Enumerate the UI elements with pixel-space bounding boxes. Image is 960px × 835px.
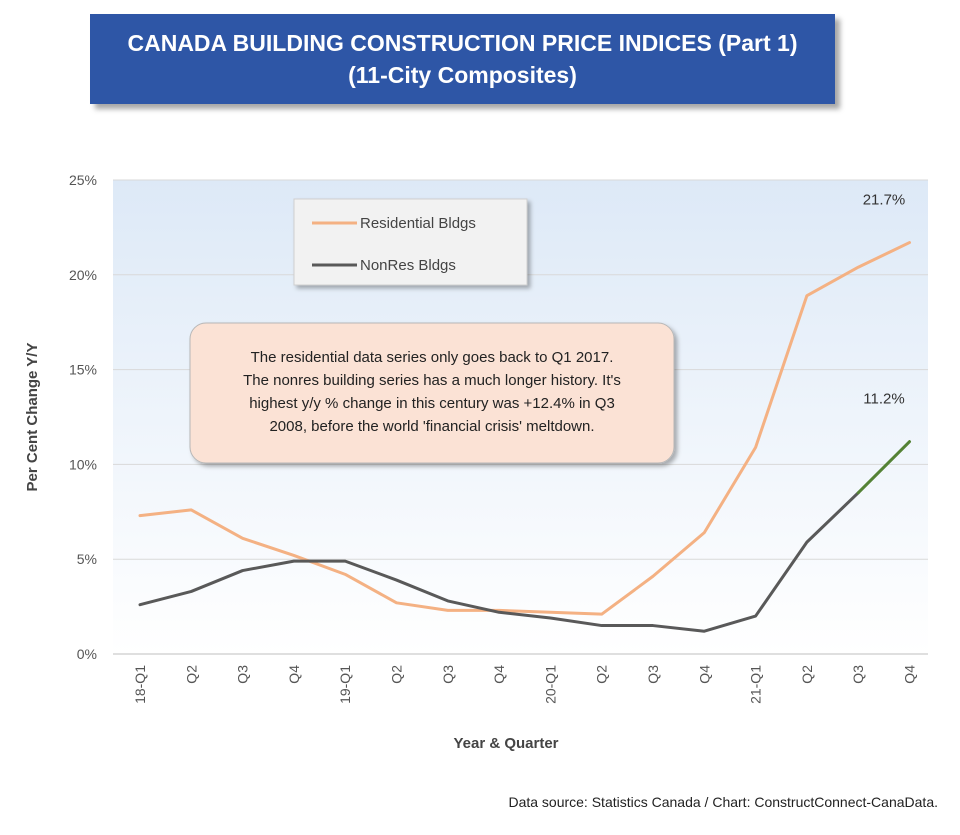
legend-label: Residential Bldgs [360, 215, 476, 232]
data-source: Data source: Statistics Canada / Chart: … [508, 794, 938, 810]
callout-text-line: highest y/y % change in this century was… [249, 395, 615, 412]
legend-box [293, 198, 528, 286]
series-lines [138, 241, 911, 633]
y-axis-label: Per Cent Change Y/Y [24, 343, 41, 492]
x-tick-label: Q2 [799, 665, 815, 684]
x-tick-label: Q4 [491, 665, 507, 684]
x-tick-label: 18-Q1 [132, 665, 148, 704]
x-tick-label: Q2 [389, 665, 405, 684]
x-tick-label: 19-Q1 [337, 665, 353, 704]
x-tick-label: 20-Q1 [542, 665, 558, 704]
x-tick-label: Q2 [183, 665, 199, 684]
y-tick-labels: 0% 5% 10% 15% 20% 25% [69, 172, 97, 662]
title-banner: CANADA BUILDING CONSTRUCTION PRICE INDIC… [90, 14, 835, 104]
x-tick-label: Q4 [286, 665, 302, 684]
end-data-label: 11.2% [863, 391, 904, 408]
legend-label: NonRes Bldgs [360, 257, 456, 274]
x-tick-label: Q3 [440, 665, 456, 684]
x-tick-label: Q3 [645, 665, 661, 684]
callout-text-line: The residential data series only goes ba… [251, 349, 614, 366]
callout-text-line: 2008, before the world 'financial crisis… [269, 418, 594, 435]
series-line [138, 491, 860, 633]
x-tick-label: Q2 [594, 665, 610, 684]
x-tick-label: Q4 [902, 665, 918, 684]
x-axis-label: Year & Quarter [453, 735, 558, 752]
y-tick-label: 25% [69, 172, 97, 188]
x-tick-label: Q3 [235, 665, 251, 684]
end-labels: 21.7% 11.2% [863, 192, 906, 408]
x-tick-label: Q3 [850, 665, 866, 684]
series-line-segment [856, 440, 911, 495]
y-tick-label: 10% [69, 456, 97, 472]
legend: Residential Bldgs NonRes Bldgs [293, 198, 528, 286]
y-tick-label: 20% [69, 267, 97, 283]
callout-text-line: The nonres building series has a much lo… [243, 372, 621, 389]
chart-title: CANADA BUILDING CONSTRUCTION PRICE INDIC… [127, 30, 798, 56]
callout-background [189, 322, 675, 464]
y-tick-label: 5% [77, 551, 97, 567]
x-tick-label: 21-Q1 [748, 665, 764, 704]
callout-box: The residential data series only goes ba… [189, 322, 675, 464]
chart-subtitle: (11-City Composites) [348, 62, 577, 88]
x-tick-label: Q4 [696, 665, 712, 684]
end-data-label: 21.7% [863, 192, 906, 209]
y-tick-label: 15% [69, 362, 97, 378]
y-tick-label: 0% [77, 646, 97, 662]
x-tick-labels: 18-Q1 Q2 Q3 Q4 19-Q1 Q2 Q3 Q4 20-Q1 Q2 Q3 Q4 21-Q1 Q2… [132, 665, 918, 704]
series-line [138, 241, 911, 616]
